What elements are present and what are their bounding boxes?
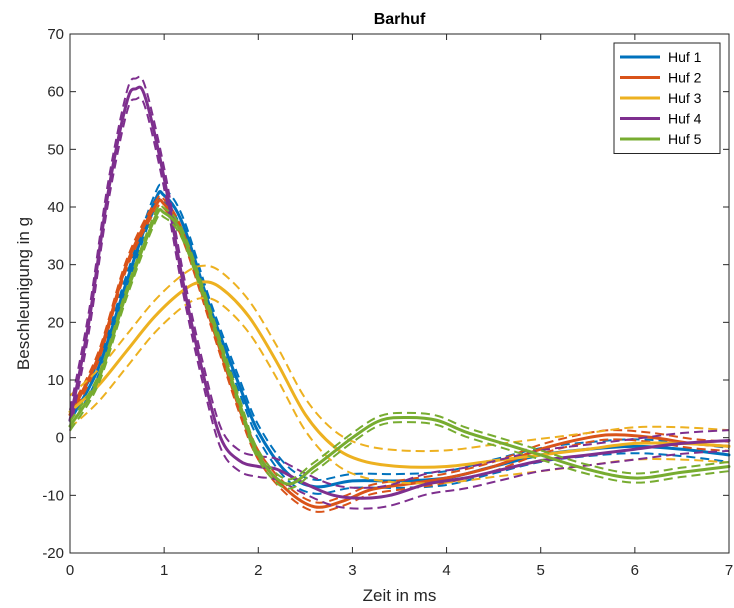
- y-tick-label: 70: [47, 26, 64, 43]
- legend-item: Huf 1: [620, 49, 702, 65]
- legend-item: Huf 2: [620, 70, 702, 86]
- series-3-confidence-line: [69, 296, 730, 485]
- y-tick-label: 30: [47, 257, 64, 274]
- x-tick-label: 6: [631, 562, 639, 579]
- y-tick-label: -20: [42, 545, 64, 562]
- y-tick-label: 60: [47, 84, 64, 101]
- x-tick-label: 7: [725, 562, 733, 579]
- legend-label: Huf 3: [668, 90, 702, 106]
- y-tick-label: 40: [47, 199, 64, 216]
- legend: Huf 1 Huf 2 Huf 3 Huf 4 Huf 5: [613, 42, 721, 154]
- y-tick-label: 50: [47, 141, 64, 158]
- series-2-confidence-line: [69, 194, 730, 504]
- series-5: [68, 203, 731, 490]
- legend-item: Huf 5: [620, 131, 702, 147]
- y-tick-label: 0: [56, 430, 64, 447]
- series-1-confidence-line: [69, 183, 730, 481]
- legend-label: Huf 5: [668, 131, 702, 147]
- legend-item: Huf 3: [620, 90, 702, 106]
- x-tick-label: 1: [160, 562, 168, 579]
- chart-title: Barhuf: [374, 11, 426, 28]
- legend-label: Huf 1: [668, 49, 702, 65]
- y-tick-label: -10: [42, 487, 64, 504]
- x-tick-label: 5: [537, 562, 545, 579]
- x-tick-label: 0: [66, 562, 74, 579]
- x-tick-label: 4: [442, 562, 450, 579]
- legend-label: Huf 2: [668, 70, 702, 86]
- legend-label: Huf 4: [668, 111, 702, 127]
- series-3-confidence-line: [69, 264, 730, 453]
- series-5-confidence-line: [69, 203, 730, 481]
- y-tick-label: 10: [47, 372, 64, 389]
- series-5-line: [68, 208, 731, 486]
- series-4-line: [68, 85, 731, 500]
- x-tick-label: 3: [348, 562, 356, 579]
- x-axis-label: Zeit in ms: [363, 586, 437, 605]
- legend-item: Huf 4: [620, 111, 702, 127]
- y-axis-label: Beschleunigung in g: [14, 217, 33, 370]
- series-1: [68, 183, 731, 495]
- axes-box: [69, 33, 730, 554]
- series-5-confidence-line: [69, 213, 730, 490]
- x-tick-label: 2: [254, 562, 262, 579]
- series-2-line: [68, 198, 731, 509]
- series-3-line: [68, 280, 731, 469]
- series-4-confidence-line: [69, 96, 730, 510]
- series-2: [68, 194, 731, 513]
- plot-area: 0 1 2 3 4 5 6 7 -20 -10 0 10 20 30 40 50 60 70: [42, 26, 733, 579]
- y-tick-label: 20: [47, 314, 64, 331]
